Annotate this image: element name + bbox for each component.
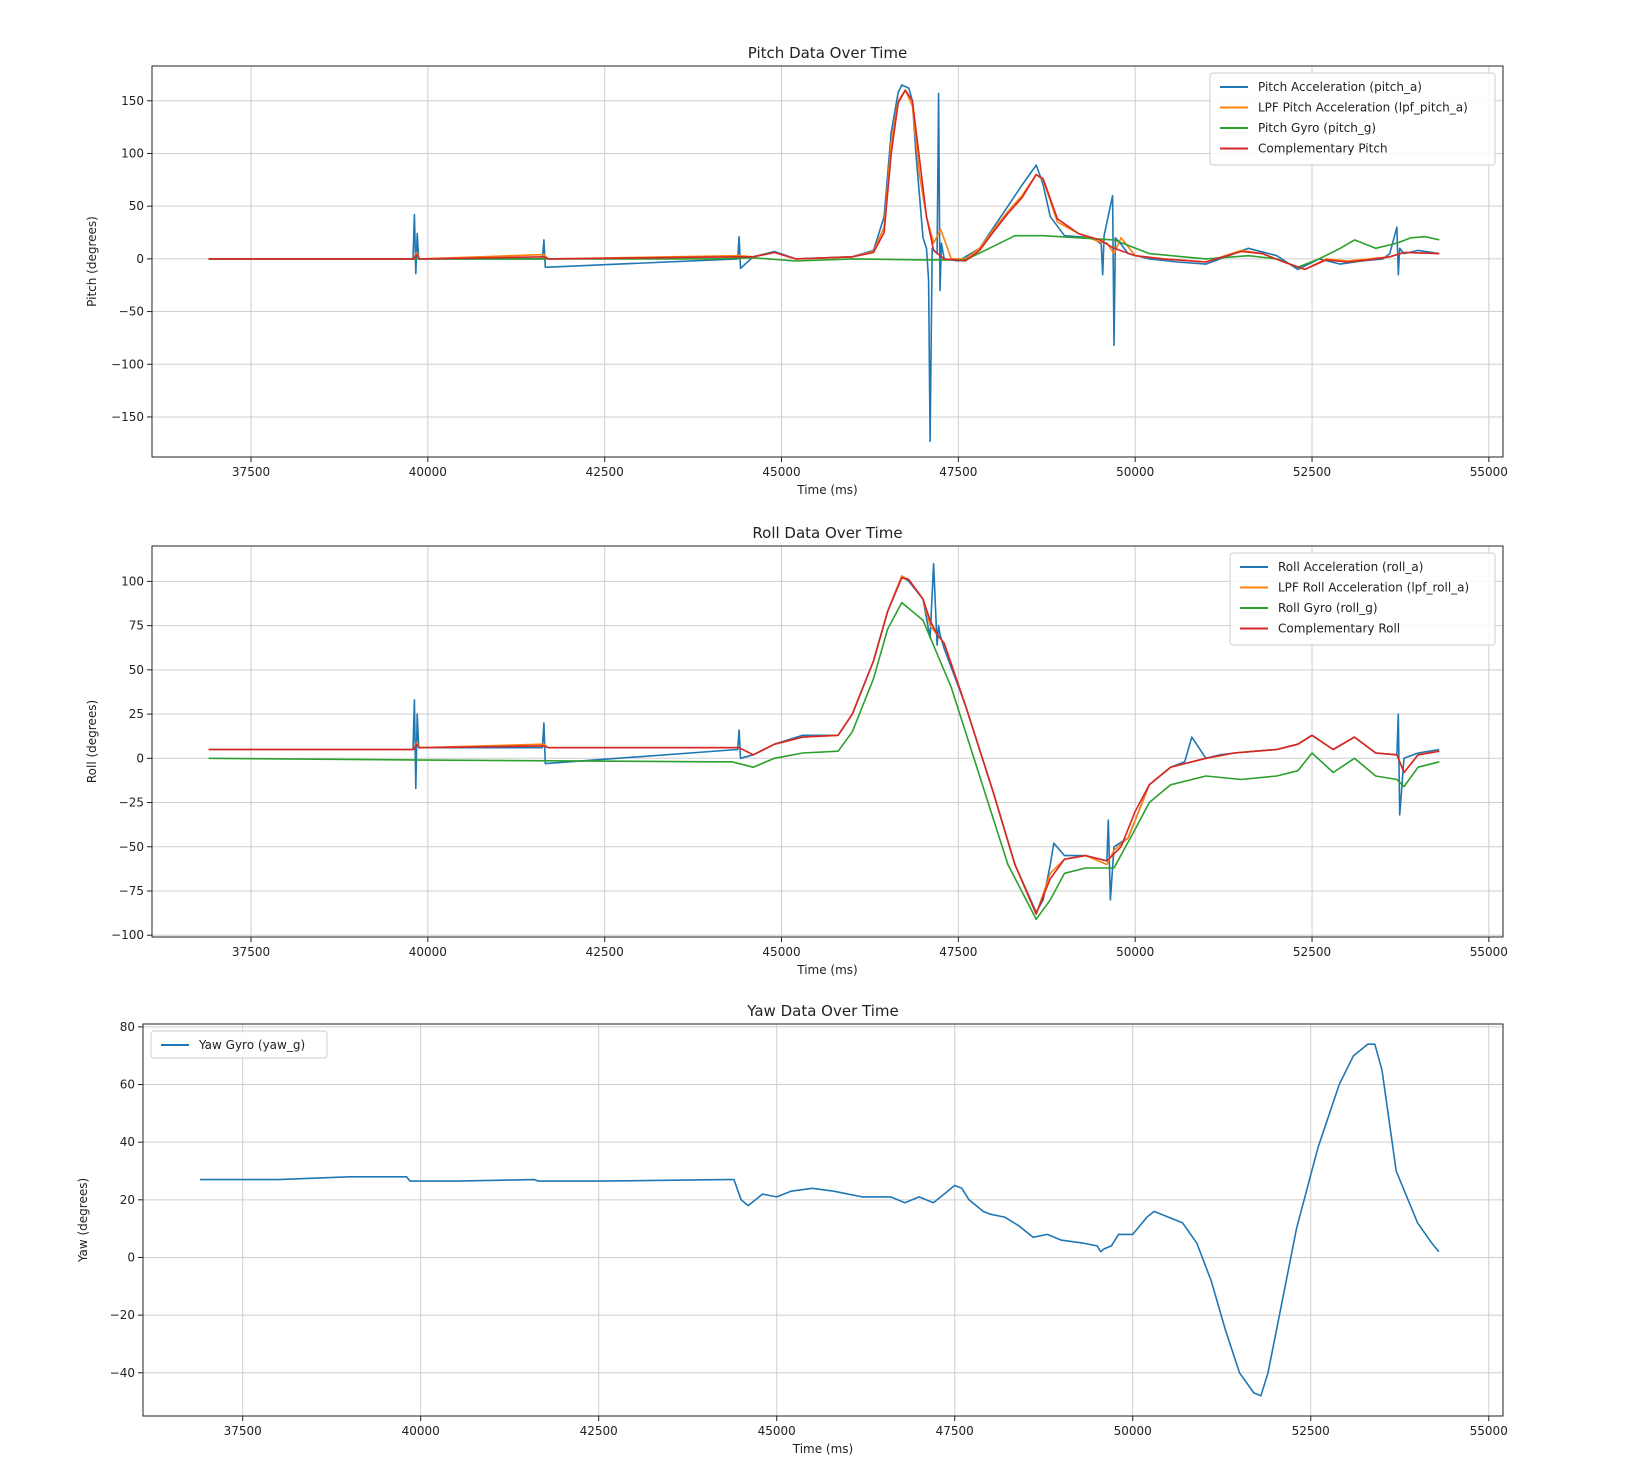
series-line-3	[208, 89, 1440, 271]
x-tick-label: 40000	[402, 1424, 440, 1438]
y-tick-label: 80	[120, 1020, 135, 1034]
x-tick-label: 42500	[586, 465, 624, 479]
legend: Pitch Acceleration (pitch_a) LPF Pitch Ac…	[1209, 72, 1496, 166]
y-tick-label: 50	[129, 199, 144, 213]
series-group	[200, 1043, 1440, 1397]
y-tick-label: 0	[136, 252, 144, 266]
series-line-3	[208, 576, 1440, 915]
y-tick-label: −150	[111, 410, 144, 424]
x-tick-label: 40000	[409, 465, 447, 479]
y-tick-label: 100	[121, 146, 144, 160]
y-tick-label: 0	[127, 1250, 135, 1264]
x-tick-label: 47500	[939, 945, 977, 959]
y-tick-label: −100	[111, 357, 144, 371]
y-tick-label: −75	[119, 884, 144, 898]
x-tick-label: 40000	[409, 945, 447, 959]
pitch-chart: 37500 40000 42500 45000 47500 50000 52500 55000…	[85, 44, 1508, 497]
y-tick-label: 40	[120, 1135, 135, 1149]
legend-label: Complementary Roll	[1278, 622, 1400, 636]
x-tick-label: 52500	[1293, 465, 1331, 479]
y-tick-label: 75	[129, 619, 144, 633]
x-tick-label: 45000	[762, 465, 800, 479]
legend-label: LPF Roll Acceleration (lpf_roll_a)	[1278, 581, 1469, 595]
x-tick-label: 45000	[758, 1424, 796, 1438]
x-tick-label: 47500	[939, 465, 977, 479]
x-tick-label: 50000	[1116, 465, 1154, 479]
y-tick-label: −50	[119, 840, 144, 854]
x-tick-label: 50000	[1114, 1424, 1152, 1438]
plot-frame	[151, 65, 1504, 458]
x-axis-label: Time (ms)	[796, 963, 858, 977]
y-axis-label: Pitch (degrees)	[85, 216, 99, 307]
plot-frame	[151, 545, 1504, 938]
legend-label: Complementary Pitch	[1258, 142, 1388, 156]
roll-chart: 37500 40000 42500 45000 47500 50000 52500 55000…	[85, 524, 1508, 977]
x-tick-label: 50000	[1116, 945, 1154, 959]
y-tick-label: 25	[129, 707, 144, 721]
x-tick-label: 55000	[1470, 465, 1508, 479]
x-tick-label: 52500	[1293, 945, 1331, 959]
legend: Yaw Gyro (yaw_g)	[150, 1030, 328, 1059]
legend-label: Pitch Acceleration (pitch_a)	[1258, 80, 1422, 94]
yaw-chart: 37500 40000 42500 45000 47500 50000 52500 55000…	[76, 1002, 1508, 1456]
y-tick-label: 0	[136, 751, 144, 765]
y-axis-label: Roll (degrees)	[85, 700, 99, 783]
x-axis-label: Time (ms)	[792, 1442, 854, 1456]
legend-label: Roll Gyro (roll_g)	[1278, 601, 1378, 615]
x-axis-label: Time (ms)	[796, 483, 858, 497]
chart-title: Roll Data Over Time	[752, 524, 902, 542]
y-tick-label: −25	[119, 796, 144, 810]
y-tick-label: −100	[111, 928, 144, 942]
series-group	[208, 562, 1440, 921]
series-group	[208, 84, 1440, 443]
y-tick-label: 20	[120, 1193, 135, 1207]
series-line-0	[208, 84, 1440, 443]
x-tick-label: 52500	[1292, 1424, 1330, 1438]
x-tick-label: 45000	[762, 945, 800, 959]
legend-label: Yaw Gyro (yaw_g)	[198, 1038, 305, 1052]
legend-label: Pitch Gyro (pitch_g)	[1258, 121, 1376, 135]
series-line-0	[200, 1043, 1440, 1397]
x-tick-label: 55000	[1470, 945, 1508, 959]
y-tick-label: 100	[121, 574, 144, 588]
plot-frame	[142, 1023, 1504, 1417]
x-tick-label: 37500	[232, 465, 270, 479]
legend-box	[1209, 72, 1496, 166]
legend-label: Roll Acceleration (roll_a)	[1278, 560, 1423, 574]
x-tick-label: 37500	[224, 1424, 262, 1438]
legend-label: LPF Pitch Acceleration (lpf_pitch_a)	[1258, 101, 1468, 115]
legend-box	[150, 1030, 328, 1059]
y-axis-label: Yaw (degrees)	[76, 1178, 90, 1263]
legend-box	[1229, 552, 1496, 646]
x-tick-label: 37500	[232, 945, 270, 959]
y-tick-label: 50	[129, 663, 144, 677]
series-line-2	[208, 601, 1440, 921]
y-tick-label: −50	[119, 305, 144, 319]
x-tick-label: 55000	[1470, 1424, 1508, 1438]
chart-title: Yaw Data Over Time	[746, 1002, 898, 1020]
x-tick-label: 42500	[580, 1424, 618, 1438]
y-tick-label: −20	[110, 1308, 135, 1322]
x-tick-label: 47500	[936, 1424, 974, 1438]
y-tick-label: −40	[110, 1366, 135, 1380]
chart-title: Pitch Data Over Time	[748, 44, 907, 62]
y-tick-label: 60	[120, 1078, 135, 1092]
legend: Roll Acceleration (roll_a) LPF Roll Accel…	[1229, 552, 1496, 646]
x-tick-label: 42500	[586, 945, 624, 959]
series-line-2	[208, 234, 1440, 269]
y-tick-label: 150	[121, 94, 144, 108]
